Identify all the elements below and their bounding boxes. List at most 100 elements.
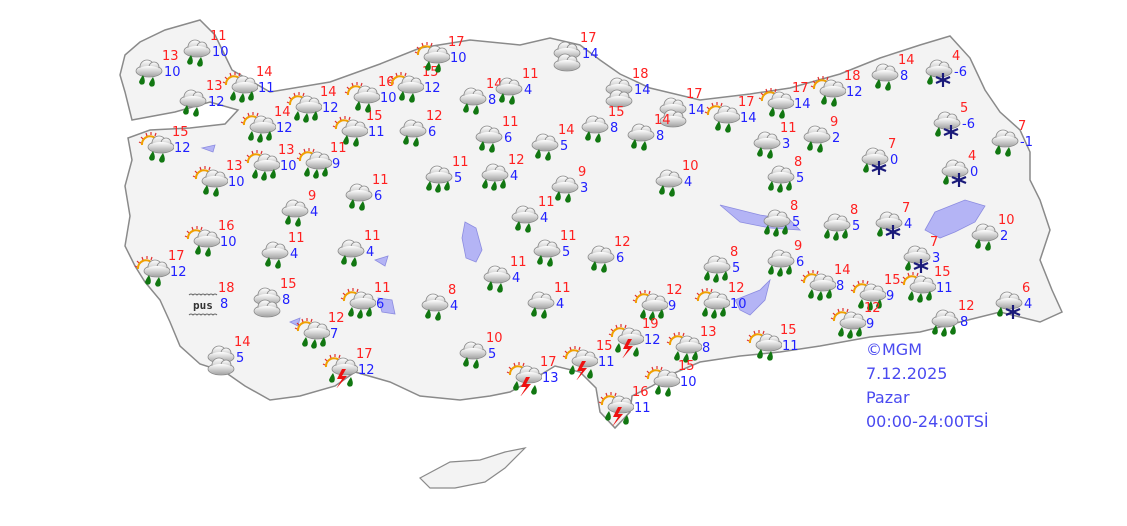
max-temp: 11 xyxy=(560,229,577,244)
min-temp: 5 xyxy=(488,347,497,362)
rain-icon xyxy=(179,89,207,117)
rain-snow-icon xyxy=(995,291,1023,319)
day-label: Pazar xyxy=(866,388,910,407)
heavy-rain-icon xyxy=(703,255,731,283)
min-temp: 6 xyxy=(796,255,805,270)
min-temp: -6 xyxy=(954,65,967,80)
max-temp: 15 xyxy=(884,273,901,288)
sun-heavy-rain-icon xyxy=(286,92,322,123)
min-temp: 4 xyxy=(450,299,459,314)
rain-icon xyxy=(627,123,655,151)
rain-icon xyxy=(261,241,289,269)
max-temp: 11 xyxy=(780,121,797,136)
sun-rain-icon xyxy=(134,256,170,287)
max-temp: 11 xyxy=(210,29,227,44)
sun-rain-icon xyxy=(644,366,680,397)
min-temp: 4 xyxy=(510,169,519,184)
weather-station: 11 6 xyxy=(338,174,398,216)
sun-rain-icon xyxy=(344,82,380,113)
max-temp: 14 xyxy=(558,123,575,138)
min-temp: 4 xyxy=(524,83,533,98)
min-temp: 11 xyxy=(368,125,385,140)
max-temp: 8 xyxy=(730,245,739,260)
fog-icon: pus xyxy=(188,293,218,316)
weather-station: 15 8 xyxy=(246,278,306,320)
weather-station: 11 5 xyxy=(418,156,478,198)
sun-thunder-icon xyxy=(506,362,542,396)
weather-station: 19 12 xyxy=(608,318,668,360)
weather-station: 17 10 xyxy=(414,36,474,78)
max-temp: 11 xyxy=(538,195,555,210)
min-temp: 4 xyxy=(290,247,299,262)
weather-station: 17 14 xyxy=(758,82,818,124)
weather-station: 12 9 xyxy=(830,302,890,344)
weather-station: 15 11 xyxy=(746,324,806,366)
weather-station: 15 8 xyxy=(574,106,634,148)
sun-rain-icon xyxy=(388,72,424,103)
max-temp: 13 xyxy=(278,143,295,158)
weather-station: 18 12 xyxy=(810,70,870,112)
max-temp: 12 xyxy=(666,283,683,298)
weather-station: 14 8 xyxy=(864,53,924,96)
min-temp: 11 xyxy=(782,339,799,354)
max-temp: 10 xyxy=(486,331,503,346)
max-temp: 5 xyxy=(960,101,969,116)
weather-station: 17 13 xyxy=(506,356,566,398)
max-temp: 11 xyxy=(374,281,391,296)
max-temp: 10 xyxy=(998,213,1015,228)
weather-station: 14 12 xyxy=(240,106,300,148)
sun-heavy-rain-icon xyxy=(850,280,886,311)
weather-station: 15 11 xyxy=(562,340,622,382)
heavy-rain-icon xyxy=(823,213,851,241)
cloudy-icon xyxy=(553,41,581,72)
min-temp: 10 xyxy=(730,297,747,312)
max-temp: 8 xyxy=(448,283,457,298)
max-temp: 11 xyxy=(554,281,571,296)
min-temp: 8 xyxy=(220,297,229,312)
weather-station: 10 2 xyxy=(964,213,1024,256)
max-temp: 6 xyxy=(1022,281,1031,296)
max-temp: 8 xyxy=(790,199,799,214)
rain-icon xyxy=(991,129,1019,157)
copyright-label: ©MGM xyxy=(866,340,923,359)
weather-station: 10 5 xyxy=(452,331,512,374)
max-temp: 14 xyxy=(898,53,915,68)
rain-icon xyxy=(551,175,579,203)
max-temp: 14 xyxy=(320,85,337,100)
rain-icon xyxy=(459,341,487,369)
weather-station: 11 4 xyxy=(520,281,580,324)
sun-rain-icon xyxy=(758,88,794,119)
rain-snow-icon xyxy=(941,159,969,187)
sun-heavy-rain-icon xyxy=(222,72,258,103)
sun-heavy-rain-icon xyxy=(244,150,280,181)
max-temp: 11 xyxy=(288,231,305,246)
weather-station: 11 9 xyxy=(296,142,356,184)
min-temp: 8 xyxy=(836,279,845,294)
rain-icon xyxy=(803,125,831,153)
min-temp: 5 xyxy=(796,171,805,186)
weather-station: 16 10 xyxy=(344,76,404,118)
min-temp: 12 xyxy=(846,85,863,100)
weather-station: 4 -6 xyxy=(918,50,978,92)
weather-station: 14 12 xyxy=(286,85,346,128)
max-temp: 12 xyxy=(728,281,745,296)
min-temp: 10 xyxy=(680,375,697,390)
sun-thunder-icon xyxy=(322,354,358,388)
min-temp: 4 xyxy=(684,175,693,190)
min-temp: 12 xyxy=(276,121,293,136)
max-temp: 12 xyxy=(958,299,975,314)
min-temp: 8 xyxy=(488,93,497,108)
heavy-rain-icon xyxy=(931,309,959,337)
max-temp: 11 xyxy=(522,67,539,82)
weather-station: 14 11 xyxy=(222,66,282,108)
min-temp: 11 xyxy=(258,81,275,96)
rain-snow-icon xyxy=(925,59,953,87)
max-temp: 18 xyxy=(632,67,649,82)
max-temp: 16 xyxy=(632,385,649,400)
weather-station: pus 18 8 xyxy=(184,282,244,324)
rain-icon xyxy=(971,223,999,251)
weather-station: 11 4 xyxy=(488,67,548,110)
